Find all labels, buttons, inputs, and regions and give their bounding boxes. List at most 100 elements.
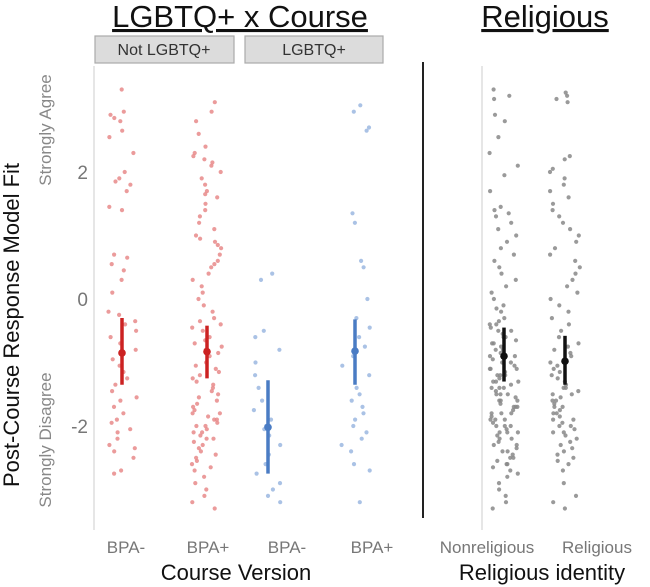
not-lgbtq-bpa-plus-point	[189, 462, 195, 467]
nonreligious-point	[511, 455, 516, 460]
religious-point	[558, 395, 563, 400]
lgbtq-bpa-minus-point	[256, 385, 261, 390]
not-lgbtq-bpa-plus-point	[217, 252, 222, 257]
nonreligious-point	[489, 290, 494, 295]
not-lgbtq-bpa-minus-point	[121, 411, 126, 416]
not-lgbtq-bpa-plus-point	[203, 208, 208, 213]
religious-point	[557, 408, 563, 413]
not-lgbtq-bpa-plus-point	[198, 433, 203, 438]
religious-point	[551, 500, 556, 505]
not-lgbtq-bpa-minus-point	[118, 119, 123, 124]
nonreligious-point	[497, 376, 502, 381]
not-lgbtq-bpa-plus-point	[213, 452, 218, 457]
lgbtq-bpa-plus-point	[339, 442, 344, 448]
religious-point	[571, 417, 576, 422]
not-lgbtq-bpa-plus-point	[203, 182, 208, 187]
lgbtq-bpa-plus-point	[357, 335, 362, 340]
y-axis-title: Post-Course Response Model Fit	[0, 163, 24, 487]
nonreligious-point	[504, 239, 510, 244]
nonreligious-point	[515, 398, 520, 403]
nonreligious-point	[491, 379, 496, 384]
y-tick-label: 2	[77, 163, 88, 184]
nonreligious-point	[502, 119, 507, 124]
religious-point	[548, 360, 553, 365]
religious-point	[551, 411, 556, 416]
not-lgbtq-bpa-plus-point	[212, 417, 217, 422]
nonreligious-point	[512, 354, 518, 359]
religious-point	[568, 439, 573, 444]
nonreligious-point	[510, 452, 515, 457]
lgbtq-bpa-plus-point	[366, 125, 372, 130]
religious-point	[557, 369, 562, 375]
not-lgbtq-bpa-plus-point	[200, 328, 205, 333]
not-lgbtq-bpa-minus-point	[110, 357, 115, 362]
lgbtq-bpa-plus-point	[349, 449, 354, 454]
not-lgbtq-bpa-plus-point	[191, 154, 196, 159]
not-lgbtq-bpa-plus-point	[214, 398, 219, 403]
nonreligious-point	[488, 417, 493, 422]
religious-point	[556, 335, 562, 340]
religious-point	[563, 433, 568, 438]
not-lgbtq-bpa-plus-point	[192, 408, 197, 413]
religious-point	[550, 166, 555, 171]
nonreligious-point	[498, 401, 503, 406]
nonreligious-point	[497, 398, 502, 403]
nonreligious-point	[490, 420, 496, 425]
not-lgbtq-bpa-plus-point	[215, 420, 220, 425]
nonreligious-point	[491, 87, 496, 92]
nonreligious-point	[513, 404, 518, 409]
not-lgbtq-bpa-minus-point	[133, 319, 138, 324]
religious-point	[552, 404, 557, 409]
not-lgbtq-bpa-minus-point	[108, 112, 113, 117]
nonreligious-point	[494, 306, 499, 311]
religious-point	[566, 309, 571, 314]
not-lgbtq-bpa-plus-point	[216, 392, 221, 397]
not-lgbtq-bpa-minus-point	[128, 182, 133, 187]
lgbtq-bpa-plus-point	[361, 265, 366, 270]
not-lgbtq-bpa-plus-point	[198, 236, 203, 241]
nonreligious-point	[508, 382, 514, 387]
religious-mean-point	[561, 357, 569, 366]
religious-point	[573, 258, 578, 263]
not-lgbtq-bpa-plus-point	[216, 369, 221, 375]
religious-point	[562, 176, 567, 181]
right-panel-title: Religious	[481, 0, 609, 34]
religious-point	[570, 277, 575, 282]
not-lgbtq-bpa-minus-point	[112, 449, 117, 454]
nonreligious-point	[492, 96, 497, 102]
not-lgbtq-bpa-plus-point	[212, 506, 217, 511]
lgbtq-bpa-minus-point	[260, 398, 265, 403]
lgbtq-bpa-minus-point	[278, 500, 283, 505]
not-lgbtq-bpa-minus-point	[110, 290, 115, 295]
not-lgbtq-bpa-plus-point	[204, 487, 209, 492]
religious-point	[553, 398, 559, 403]
not-lgbtq-bpa-minus-point	[125, 255, 130, 260]
not-lgbtq-bpa-plus-point	[194, 119, 199, 124]
nonreligious-point	[498, 392, 503, 397]
not-lgbtq-bpa-plus-point	[210, 160, 215, 165]
nonreligious-point	[491, 341, 496, 346]
not-lgbtq-bpa-plus-point	[192, 468, 197, 473]
religious-point	[568, 227, 573, 232]
nonreligious-point	[500, 449, 505, 454]
nonreligious-point	[497, 436, 502, 441]
nonreligious-point	[502, 173, 507, 178]
y-anchor-top: Strongly Agree	[36, 74, 55, 186]
not-lgbtq-bpa-plus-point	[212, 316, 217, 321]
religious-point	[566, 322, 572, 327]
lgbtq-bpa-plus-point	[351, 109, 356, 114]
nonreligious-point	[502, 316, 507, 321]
facet-strip-box	[94, 35, 235, 64]
not-lgbtq-bpa-plus-point	[212, 262, 217, 267]
nonreligious-point	[499, 309, 504, 314]
not-lgbtq-bpa-minus-point	[113, 179, 118, 184]
nonreligious-point	[493, 214, 499, 219]
lgbtq-bpa-minus-point	[253, 373, 258, 378]
religious-point	[554, 96, 559, 102]
religious-point	[560, 220, 566, 225]
not-lgbtq-bpa-plus-mean-point	[203, 347, 211, 356]
nonreligious-point	[503, 493, 508, 498]
nonreligious-point	[493, 389, 498, 394]
nonreligious-point	[504, 427, 509, 432]
